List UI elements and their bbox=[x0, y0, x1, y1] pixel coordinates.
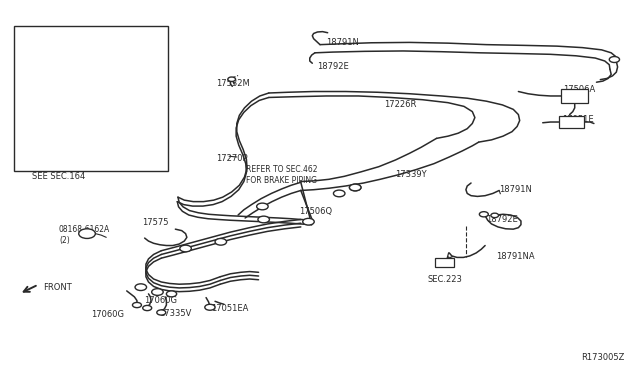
Circle shape bbox=[166, 291, 177, 297]
Text: 18791N: 18791N bbox=[326, 38, 359, 47]
Circle shape bbox=[215, 238, 227, 245]
Text: B: B bbox=[84, 229, 90, 238]
Circle shape bbox=[333, 190, 345, 197]
Text: 17506A: 17506A bbox=[563, 85, 595, 94]
Text: 17335V: 17335V bbox=[159, 309, 191, 318]
Text: 17051EA: 17051EA bbox=[211, 304, 248, 313]
Circle shape bbox=[79, 229, 95, 238]
Circle shape bbox=[258, 216, 269, 223]
Text: FRONT: FRONT bbox=[44, 283, 72, 292]
Text: 18791N: 18791N bbox=[499, 185, 532, 194]
Bar bbox=[559, 116, 584, 128]
Text: 18792E: 18792E bbox=[486, 215, 518, 224]
Text: 17226R: 17226R bbox=[384, 100, 417, 109]
Circle shape bbox=[157, 310, 166, 315]
Circle shape bbox=[152, 289, 163, 295]
Circle shape bbox=[132, 302, 141, 308]
Circle shape bbox=[349, 184, 361, 191]
Circle shape bbox=[303, 218, 314, 225]
Text: 17575: 17575 bbox=[142, 218, 168, 227]
Text: R173005Z: R173005Z bbox=[580, 353, 624, 362]
Text: SEE SEC.164: SEE SEC.164 bbox=[32, 172, 85, 181]
Circle shape bbox=[479, 212, 488, 217]
Circle shape bbox=[143, 305, 152, 311]
Text: 17339Y: 17339Y bbox=[396, 170, 427, 179]
Text: REFER TO SEC.462
FOR BRAKE PIPING: REFER TO SEC.462 FOR BRAKE PIPING bbox=[246, 165, 318, 185]
Circle shape bbox=[257, 203, 268, 210]
Circle shape bbox=[135, 284, 147, 291]
Circle shape bbox=[349, 184, 361, 191]
Circle shape bbox=[491, 213, 499, 218]
Text: 17060G: 17060G bbox=[91, 310, 124, 319]
Circle shape bbox=[180, 245, 191, 252]
Circle shape bbox=[228, 77, 236, 81]
Text: 18791NA: 18791NA bbox=[496, 252, 534, 261]
Text: 17532M: 17532M bbox=[216, 79, 250, 88]
Text: 18792E: 18792E bbox=[317, 62, 349, 71]
Circle shape bbox=[609, 57, 620, 62]
Text: 17270P: 17270P bbox=[216, 154, 248, 163]
Text: 17506Q: 17506Q bbox=[300, 207, 333, 216]
Text: 08168-6162A
(2): 08168-6162A (2) bbox=[59, 225, 110, 245]
Bar bbox=[435, 258, 454, 267]
Text: 17051E: 17051E bbox=[562, 115, 593, 124]
Circle shape bbox=[205, 304, 215, 310]
Bar bbox=[561, 89, 588, 103]
Text: 17060G: 17060G bbox=[144, 296, 177, 305]
Text: SEC.223: SEC.223 bbox=[428, 275, 462, 284]
Bar bbox=[14, 26, 168, 171]
